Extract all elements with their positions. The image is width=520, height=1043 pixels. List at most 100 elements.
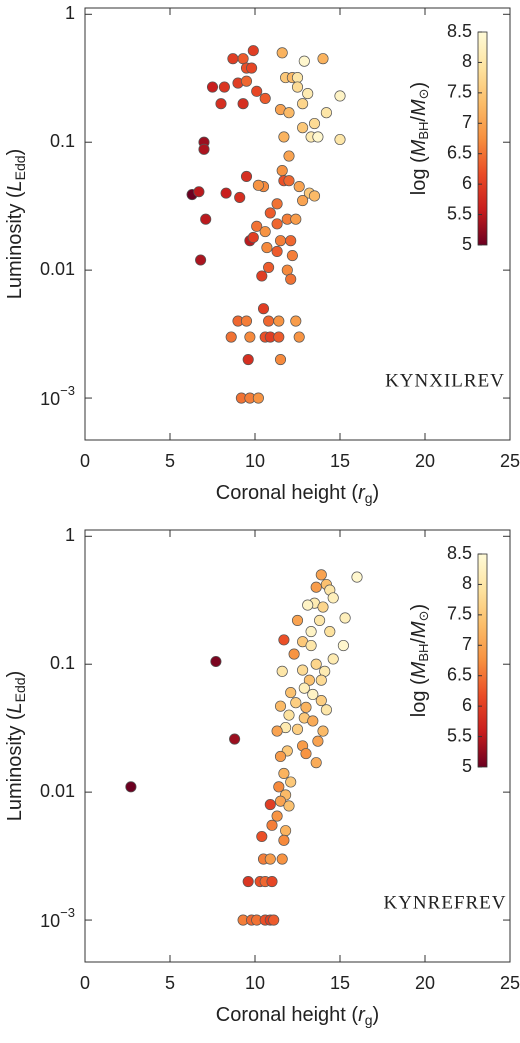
data-point: [315, 569, 327, 581]
data-point: [276, 165, 288, 177]
y-axis-label-text: Luminosity (: [4, 713, 26, 821]
data-point: [307, 688, 319, 701]
data-point: [337, 639, 349, 652]
y-tick-label: 0.1: [50, 653, 75, 673]
colorbar-label-text: log (: [408, 678, 430, 717]
data-point: [285, 273, 297, 285]
data-point: [305, 626, 317, 638]
data-point: [283, 709, 295, 721]
y-tick-label: 0.01: [40, 259, 75, 279]
colorbar-label-sub: ⊙: [416, 88, 431, 99]
colorbar-tick-label: 5.5: [447, 725, 472, 745]
data-point: [283, 800, 295, 812]
y-axis-label: Luminosity (LEdd): [4, 149, 27, 300]
colorbar-label: log (MBH/M⊙): [408, 604, 431, 717]
data-point: [297, 122, 309, 134]
data-point: [300, 748, 312, 760]
data-point: [259, 226, 271, 238]
y-tick-label: 1: [65, 3, 75, 23]
colorbar: [477, 31, 488, 246]
colorbar-tick-label: 7: [462, 634, 472, 654]
data-point: [125, 781, 137, 793]
colorbar-label-text: log (: [408, 156, 430, 195]
x-tick-label: 20: [415, 451, 435, 471]
data-point: [242, 353, 254, 366]
data-point: [339, 612, 351, 624]
data-point: [297, 98, 309, 110]
x-tick-label: 10: [245, 973, 265, 993]
colorbar-label-var: M: [408, 621, 430, 638]
data-point: [193, 186, 205, 198]
data-point: [297, 194, 309, 207]
x-axis-label-end: ): [373, 482, 380, 504]
plot-frame: [84, 7, 511, 441]
colorbar-tick-label: 8.5: [447, 543, 472, 563]
data-point: [280, 825, 292, 837]
colorbar-label-end: ): [408, 604, 430, 611]
data-point: [291, 72, 304, 84]
data-point: [198, 143, 210, 155]
data-point: [283, 107, 295, 119]
data-point: [268, 914, 280, 926]
y-tick-label-base: 10: [40, 389, 60, 409]
x-tick-label: 25: [500, 973, 520, 993]
x-tick-label: 25: [500, 451, 520, 471]
data-point: [317, 601, 329, 613]
data-point: [314, 614, 326, 626]
colorbar-label: log (MBH/M⊙): [408, 82, 431, 195]
data-point: [251, 220, 263, 232]
data-point: [247, 45, 259, 57]
data-point: [288, 648, 300, 660]
data-point: [312, 131, 324, 143]
colorbar-tick-label: 8: [462, 573, 472, 593]
data-point: [273, 331, 285, 343]
y-axis-label: Luminosity (LEdd): [4, 671, 27, 822]
y-tick-label-exponent: −3: [60, 383, 75, 398]
data-point: [334, 133, 346, 146]
data-point: [218, 81, 230, 93]
y-axis-label-end: ): [4, 149, 26, 156]
data-point: [273, 781, 285, 793]
data-point: [302, 88, 314, 100]
colorbar-tick-label: 6.5: [447, 142, 472, 162]
y-tick-label: 0.01: [40, 781, 75, 801]
data-point: [271, 245, 283, 257]
data-point: [237, 98, 249, 110]
data-point: [290, 697, 302, 709]
x-axis-label-text: Coronal height (: [216, 482, 359, 504]
colorbar-label-var: M: [408, 99, 430, 116]
x-axis-label-sub: g: [365, 490, 373, 506]
colorbar-tick-label: 7: [462, 112, 472, 132]
colorbar-label-var: M: [408, 661, 430, 678]
x-axis-label-var: r: [358, 1004, 366, 1026]
data-point: [271, 725, 283, 737]
data-point: [252, 392, 264, 404]
data-point: [327, 592, 339, 604]
x-axis-label-end: ): [373, 1004, 380, 1026]
data-point: [278, 634, 290, 646]
data-point: [291, 614, 304, 626]
data-point: [240, 75, 253, 87]
data-point: [244, 331, 256, 343]
x-tick-label: 5: [165, 973, 175, 993]
data-point: [290, 315, 302, 327]
data-point: [225, 331, 237, 343]
x-axis-label: Coronal height (rg): [216, 482, 379, 505]
data-point: [320, 704, 332, 716]
colorbar-label-slash: /: [408, 638, 430, 644]
data-point: [303, 674, 315, 686]
data-point: [271, 198, 283, 210]
plot-frame: [84, 529, 511, 963]
data-point: [293, 181, 305, 193]
x-tick-label: 10: [245, 451, 265, 471]
colorbar-tick-label: 5.5: [447, 203, 472, 223]
data-point: [256, 830, 268, 843]
data-point: [298, 55, 310, 67]
data-point: [290, 213, 302, 225]
y-tick-label: 10−3: [40, 383, 75, 408]
data-point: [317, 725, 329, 737]
data-point: [257, 303, 270, 315]
x-axis-label-var: r: [358, 482, 366, 504]
colorbar-label-var: M: [408, 139, 430, 156]
